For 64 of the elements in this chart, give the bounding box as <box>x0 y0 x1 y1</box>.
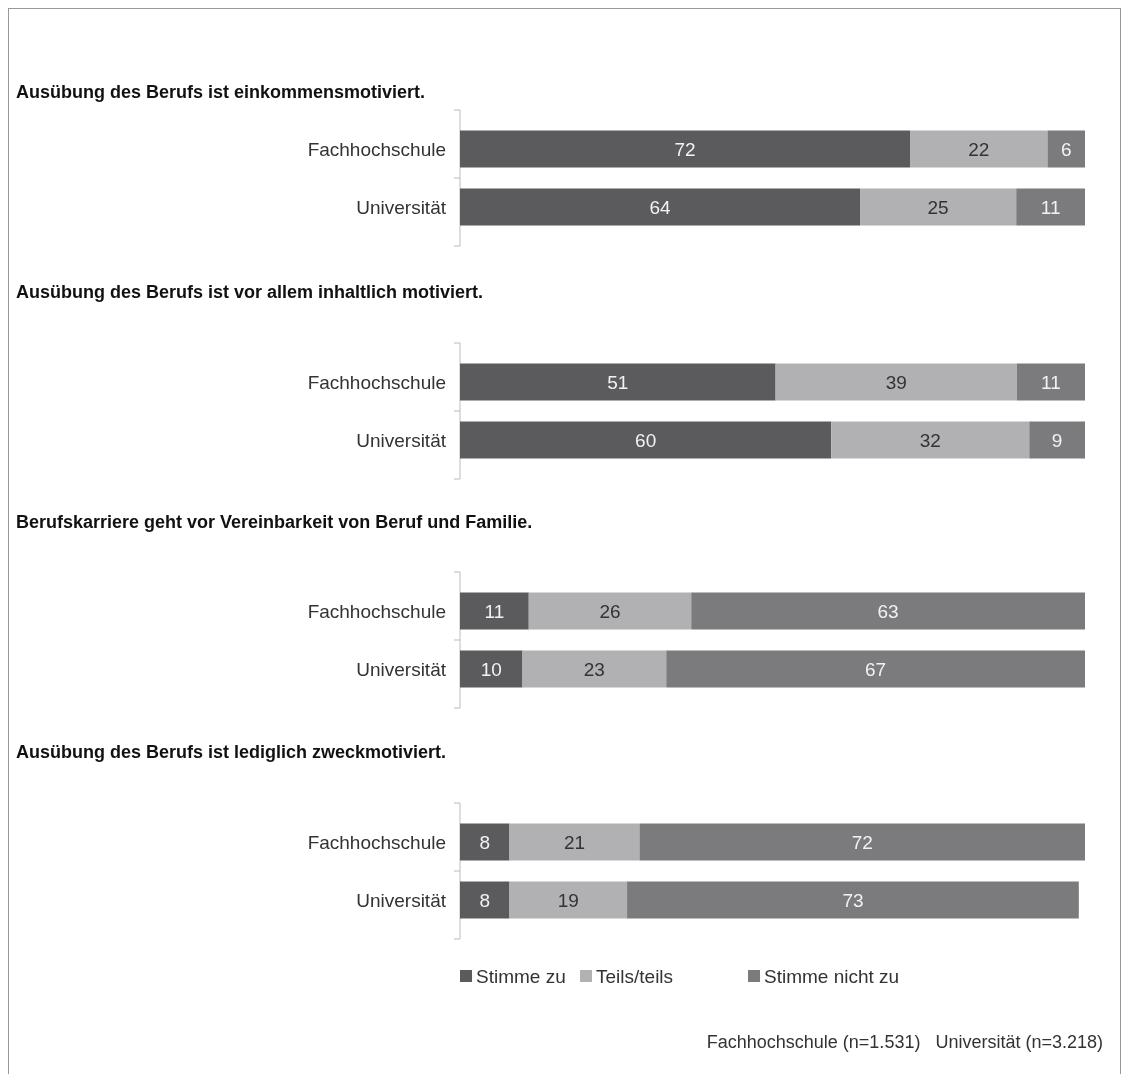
data-label: 11 <box>484 601 505 622</box>
data-label: 51 <box>607 372 629 393</box>
bar <box>1029 421 1085 459</box>
legend-label: Teils/teils <box>596 966 674 987</box>
data-label: 21 <box>563 832 586 853</box>
bar <box>831 421 1030 459</box>
y-tick-label: Universität <box>356 197 447 218</box>
text: Ausübung des Berufs ist einkommensmotiviert. <box>16 82 426 102</box>
y-tick-label: Universität <box>356 659 447 680</box>
data-label: 63 <box>877 601 899 622</box>
data-label: 60 <box>635 430 657 451</box>
data-label: 73 <box>842 890 864 911</box>
bar <box>910 130 1048 168</box>
y-tick-label: Fachhochschule <box>307 139 446 160</box>
bar <box>639 823 1085 861</box>
bar <box>460 592 529 630</box>
data-label: 32 <box>919 430 941 451</box>
bar <box>460 130 910 168</box>
bar <box>460 363 776 401</box>
data-label: 67 <box>865 659 887 680</box>
bar <box>522 650 667 688</box>
bar <box>1047 130 1085 168</box>
data-label: 19 <box>557 890 579 911</box>
data-label: 64 <box>649 197 671 218</box>
data-label: 11 <box>1040 197 1061 218</box>
data-label: 22 <box>968 139 990 160</box>
data-label: 25 <box>927 197 949 218</box>
data-label: 11 <box>1041 372 1061 393</box>
bar <box>775 363 1017 401</box>
text: Ausübung des Berufs ist vor allem inhaltlich motiviert. <box>16 282 484 302</box>
bar <box>509 881 628 919</box>
data-label: 6 <box>1060 139 1072 160</box>
data-label: 8 <box>479 890 491 911</box>
bar <box>460 421 832 459</box>
y-tick-label: Universität <box>356 430 447 451</box>
text: Berufskarriere geht vor Vereinbarkeit von Beruf und Familie. <box>16 512 533 532</box>
data-label: 72 <box>851 832 873 853</box>
data-label: 72 <box>674 139 696 160</box>
text: Ausübung des Berufs ist lediglich zweckmotiviert. <box>16 742 447 762</box>
data-label: 8 <box>479 832 491 853</box>
y-tick-label: Fachhochschule <box>307 601 446 622</box>
data-label: 39 <box>885 372 907 393</box>
legend-label: Stimme nicht zu <box>764 966 900 987</box>
data-label: 26 <box>599 601 621 622</box>
bar <box>1016 188 1085 226</box>
y-tick-label: Fachhochschule <box>307 832 446 853</box>
bar <box>666 650 1085 688</box>
data-label: 10 <box>480 659 502 680</box>
data-label: 9 <box>1051 430 1063 451</box>
bar <box>627 881 1079 919</box>
bar <box>691 592 1085 630</box>
bar <box>460 650 523 688</box>
bar <box>509 823 640 861</box>
data-label: 23 <box>583 659 605 680</box>
bar <box>1016 363 1085 401</box>
bar <box>460 823 510 861</box>
text: Fachhochschule (n=1.531) Universität (n=3.218) <box>706 1032 1103 1052</box>
bar <box>460 188 860 226</box>
bar <box>460 881 510 919</box>
y-tick-label: Fachhochschule <box>307 372 446 393</box>
legend-label: Stimme zu <box>476 966 566 987</box>
bar <box>860 188 1017 226</box>
bar <box>528 592 692 630</box>
y-tick-label: Universität <box>356 890 447 911</box>
